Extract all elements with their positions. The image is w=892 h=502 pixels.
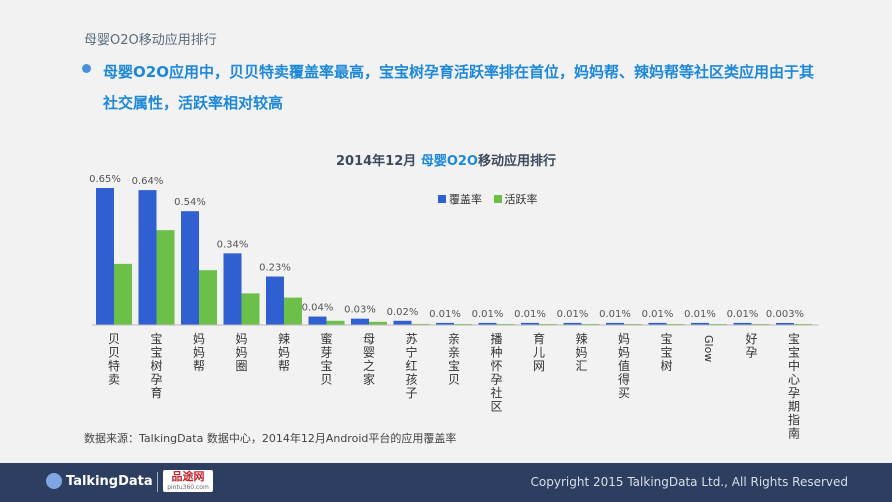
bar-coverage-9 <box>478 322 497 325</box>
category-label-0: 贝贝特卖 <box>108 332 120 387</box>
bar-active-0 <box>114 263 132 325</box>
bar-coverage-1 <box>138 190 157 325</box>
bar-coverage-12 <box>606 322 624 325</box>
data-label-9: 0.01% <box>472 309 504 320</box>
chart-title-prefix: 2014年12月 <box>336 154 421 169</box>
bar-coverage-15 <box>733 322 752 325</box>
legend-label-active: 活跃率 <box>504 193 538 206</box>
talkingdata-logo: TalkingData <box>46 473 153 489</box>
data-label-11: 0.01% <box>557 309 589 320</box>
pintu-logo: 品途网 pintu360.com <box>163 470 213 492</box>
bar-coverage-11 <box>563 322 582 325</box>
chart-title-suffix: 移动应用排行 <box>477 154 556 169</box>
category-label-6: 母婴之家 <box>363 332 375 387</box>
legend-label-coverage: 覆盖率 <box>449 193 482 206</box>
category-label-8: 亲亲宝贝 <box>448 332 460 387</box>
category-label-15: 好孕 <box>745 332 757 360</box>
data-source-note: 数据来源：TalkingData 数据中心，2014年12月Android平台的… <box>84 432 457 445</box>
category-label-13: 宝宝树 <box>660 332 672 373</box>
bar-active-3 <box>241 293 260 325</box>
pintu-logo-url: pintu360.com <box>167 484 209 491</box>
data-label-5: 0.04% <box>302 303 334 314</box>
category-label-9: 播种怀孕社区 <box>490 332 502 414</box>
category-label-1: 宝宝树孕育 <box>150 332 162 400</box>
data-label-2: 0.54% <box>174 197 206 208</box>
data-label-16: 0.003% <box>766 309 804 320</box>
chart-title: 2014年12月 母婴O2O移动应用排行 <box>0 150 892 169</box>
category-label-10: 育儿网 <box>533 331 545 373</box>
category-label-3: 妈妈圈 <box>235 332 247 373</box>
data-label-7: 0.02% <box>387 307 419 318</box>
bar-active-6 <box>369 321 387 325</box>
bar-coverage-5 <box>308 316 327 325</box>
data-label-3: 0.34% <box>217 239 249 250</box>
category-label-14: Glow <box>702 335 715 362</box>
data-label-14: 0.01% <box>684 309 716 320</box>
bar-coverage-16 <box>776 323 794 325</box>
bullet-dot <box>82 64 91 73</box>
data-label-0: 0.65% <box>89 174 121 185</box>
pintu-logo-name: 品途网 <box>171 470 205 483</box>
bar-coverage-3 <box>223 253 242 325</box>
data-label-1: 0.64% <box>132 176 164 187</box>
category-label-11: 辣妈汇 <box>575 332 587 373</box>
bar-coverage-10 <box>521 322 539 325</box>
legend-swatch-coverage <box>438 195 446 203</box>
bar-coverage-2 <box>181 211 199 325</box>
logo-divider <box>157 472 158 492</box>
chart-legend: 覆盖率 活跃率 <box>438 191 546 207</box>
bar-coverage-4 <box>266 276 284 325</box>
bar-coverage-14 <box>691 322 709 325</box>
data-label-6: 0.03% <box>344 305 376 316</box>
data-label-13: 0.01% <box>642 309 674 320</box>
data-label-8: 0.01% <box>429 309 461 320</box>
section-title: 母婴O2O移动应用排行 <box>84 33 217 48</box>
bar-coverage-13 <box>648 322 667 325</box>
data-label-4: 0.23% <box>259 263 291 274</box>
data-label-10: 0.01% <box>514 309 546 320</box>
headline: 母婴O2O应用中，贝贝特卖覆盖率最高，宝宝树孕育活跃率排在首位，妈妈帮、辣妈帮等… <box>103 63 814 112</box>
bar-coverage-6 <box>351 318 369 325</box>
bar-active-7 <box>411 323 430 325</box>
bar-active-5 <box>326 320 345 325</box>
bar-coverage-8 <box>436 322 454 325</box>
category-label-7: 苏宁红孩子 <box>405 332 417 400</box>
talkingdata-logo-icon <box>46 473 62 489</box>
bar-coverage-7 <box>393 320 412 325</box>
legend-item-active: 活跃率 <box>493 191 538 207</box>
talkingdata-brand: TalkingData <box>66 473 153 489</box>
category-label-5: 蜜芽宝贝 <box>320 331 332 387</box>
bar-active-2 <box>199 270 217 325</box>
data-label-12: 0.01% <box>599 309 631 320</box>
chart-title-highlight: 母婴O2O <box>420 154 478 169</box>
category-label-16: 宝宝中心孕期指南 <box>788 332 800 441</box>
category-label-4: 辣妈帮 <box>278 332 290 373</box>
copyright-text: Copyright 2015 TalkingData Ltd., All Rig… <box>530 475 848 489</box>
footer-bar: TalkingData 品途网 pintu360.com Copyright 2… <box>0 463 892 502</box>
category-label-12: 妈妈值得买 <box>618 332 630 400</box>
data-label-15: 0.01% <box>727 309 759 320</box>
bar-coverage-0 <box>96 188 114 325</box>
category-label-2: 妈妈帮 <box>193 332 205 373</box>
bar-active-4 <box>284 297 302 325</box>
bar-active-1 <box>156 230 175 325</box>
legend-swatch-active <box>493 195 502 203</box>
legend-item-coverage: 覆盖率 <box>438 191 482 207</box>
